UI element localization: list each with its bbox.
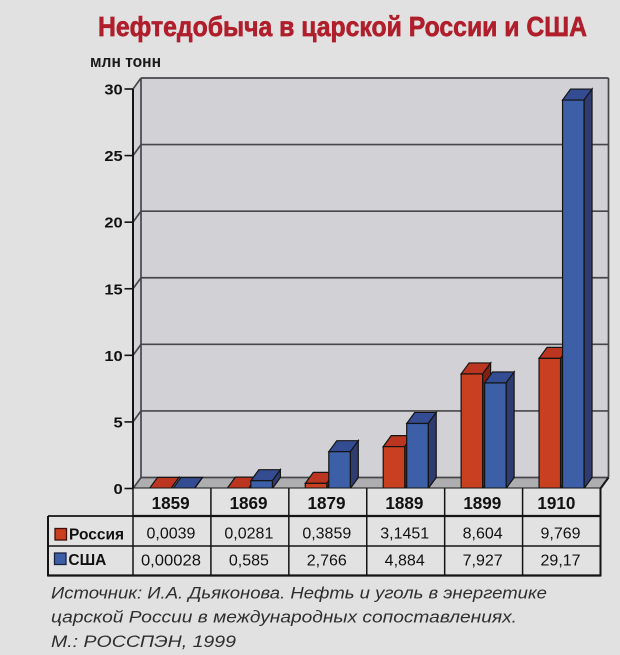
svg-text:30: 30 bbox=[104, 82, 122, 99]
svg-text:25: 25 bbox=[104, 148, 122, 165]
svg-text:20: 20 bbox=[104, 215, 122, 232]
svg-text:0,0281: 0,0281 bbox=[224, 526, 273, 543]
svg-text:1889: 1889 bbox=[385, 493, 423, 513]
svg-text:2,766: 2,766 bbox=[307, 553, 347, 570]
svg-text:0,3859: 0,3859 bbox=[302, 526, 351, 543]
svg-text:Россия: Россия bbox=[69, 527, 124, 544]
svg-text:1910: 1910 bbox=[537, 493, 575, 513]
svg-text:0,0039: 0,0039 bbox=[146, 526, 195, 543]
svg-text:1859: 1859 bbox=[152, 493, 190, 513]
svg-text:3,1451: 3,1451 bbox=[380, 526, 429, 543]
svg-text:0,00028: 0,00028 bbox=[141, 553, 201, 570]
svg-text:5: 5 bbox=[114, 414, 123, 431]
svg-text:США: США bbox=[68, 552, 106, 569]
svg-text:царской России в международных: царской России в международных сопоставл… bbox=[51, 608, 517, 627]
svg-text:0: 0 bbox=[114, 481, 123, 498]
svg-text:15: 15 bbox=[104, 281, 122, 298]
svg-text:млн тонн: млн тонн bbox=[90, 53, 161, 71]
svg-text:Источник: И.А. Дьяконова. Нефт: Источник: И.А. Дьяконова. Нефть и уголь … bbox=[51, 583, 547, 602]
svg-text:Нефтедобыча в царской России и: Нефтедобыча в царской России и США bbox=[98, 11, 587, 42]
svg-text:М.: РОССПЭН, 1999: М.: РОССПЭН, 1999 bbox=[51, 632, 237, 651]
svg-text:4,884: 4,884 bbox=[385, 553, 425, 570]
svg-text:1869: 1869 bbox=[230, 493, 268, 513]
svg-text:0,585: 0,585 bbox=[229, 553, 269, 570]
svg-text:1899: 1899 bbox=[463, 493, 501, 513]
svg-text:9,769: 9,769 bbox=[541, 526, 581, 543]
svg-text:8,604: 8,604 bbox=[463, 526, 503, 543]
svg-text:1879: 1879 bbox=[307, 493, 345, 513]
svg-text:29,17: 29,17 bbox=[541, 553, 581, 570]
svg-text:7,927: 7,927 bbox=[463, 553, 503, 570]
svg-text:10: 10 bbox=[104, 348, 122, 365]
